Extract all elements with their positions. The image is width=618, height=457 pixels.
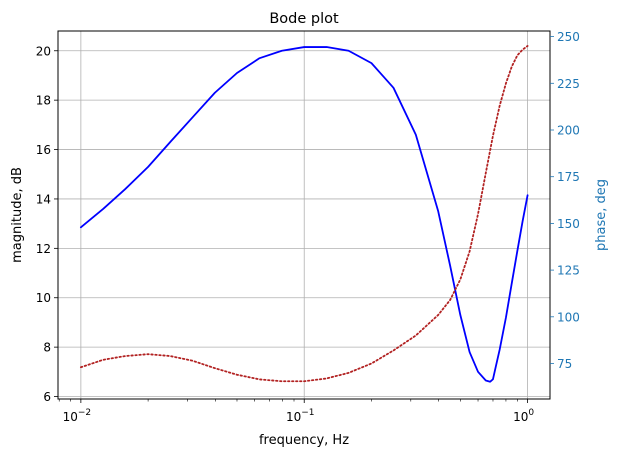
chart-title: Bode plot bbox=[269, 11, 339, 27]
y-ticks-right: 75 100 125 150 175 200 225 250 bbox=[550, 30, 580, 371]
y-ticks-left: 6 8 10 12 14 16 18 20 bbox=[36, 44, 58, 404]
x-tick-exponent: −1 bbox=[301, 408, 314, 418]
y-tick-label-right: 100 bbox=[557, 310, 580, 324]
x-tick-base: 10 bbox=[513, 410, 528, 424]
y-tick-label-right: 125 bbox=[557, 264, 580, 278]
y-tick-label-left: 20 bbox=[36, 44, 51, 58]
y-tick-label-left: 12 bbox=[36, 242, 51, 256]
x-tick-base: 10 bbox=[286, 410, 301, 424]
x-tick-exponent: 0 bbox=[528, 408, 534, 418]
y-tick-label-left: 6 bbox=[43, 390, 51, 404]
y-tick-label-right: 250 bbox=[557, 30, 580, 44]
y-tick-label-left: 14 bbox=[36, 192, 51, 206]
y-tick-label-right: 200 bbox=[557, 124, 580, 138]
grid bbox=[58, 31, 550, 399]
y-axis-label-left: magnitude, dB bbox=[10, 167, 25, 263]
y-tick-label-right: 225 bbox=[557, 77, 580, 91]
y-tick-label-right: 150 bbox=[557, 217, 580, 231]
x-tick-exponent: −2 bbox=[78, 408, 91, 418]
y-tick-label-left: 18 bbox=[36, 94, 51, 108]
phase-series-line bbox=[79, 45, 529, 383]
x-tick-label: 10−2 bbox=[63, 408, 92, 424]
x-ticks: 10−2 10−1 100 bbox=[58, 399, 534, 424]
x-tick-label: 10−1 bbox=[286, 408, 315, 424]
series-layer bbox=[79, 45, 529, 383]
y-tick-label-right: 75 bbox=[557, 357, 572, 371]
x-tick-label: 100 bbox=[513, 408, 534, 424]
y-tick-label-right: 175 bbox=[557, 170, 580, 184]
magnitude-series-line bbox=[79, 46, 529, 383]
y-tick-label-left: 10 bbox=[36, 291, 51, 305]
x-tick-base: 10 bbox=[63, 410, 78, 424]
x-axis-label: frequency, Hz bbox=[259, 433, 349, 448]
y-tick-label-left: 8 bbox=[43, 341, 51, 355]
y-axis-label-right: phase, deg bbox=[594, 179, 609, 251]
y-tick-label-left: 16 bbox=[36, 143, 51, 157]
